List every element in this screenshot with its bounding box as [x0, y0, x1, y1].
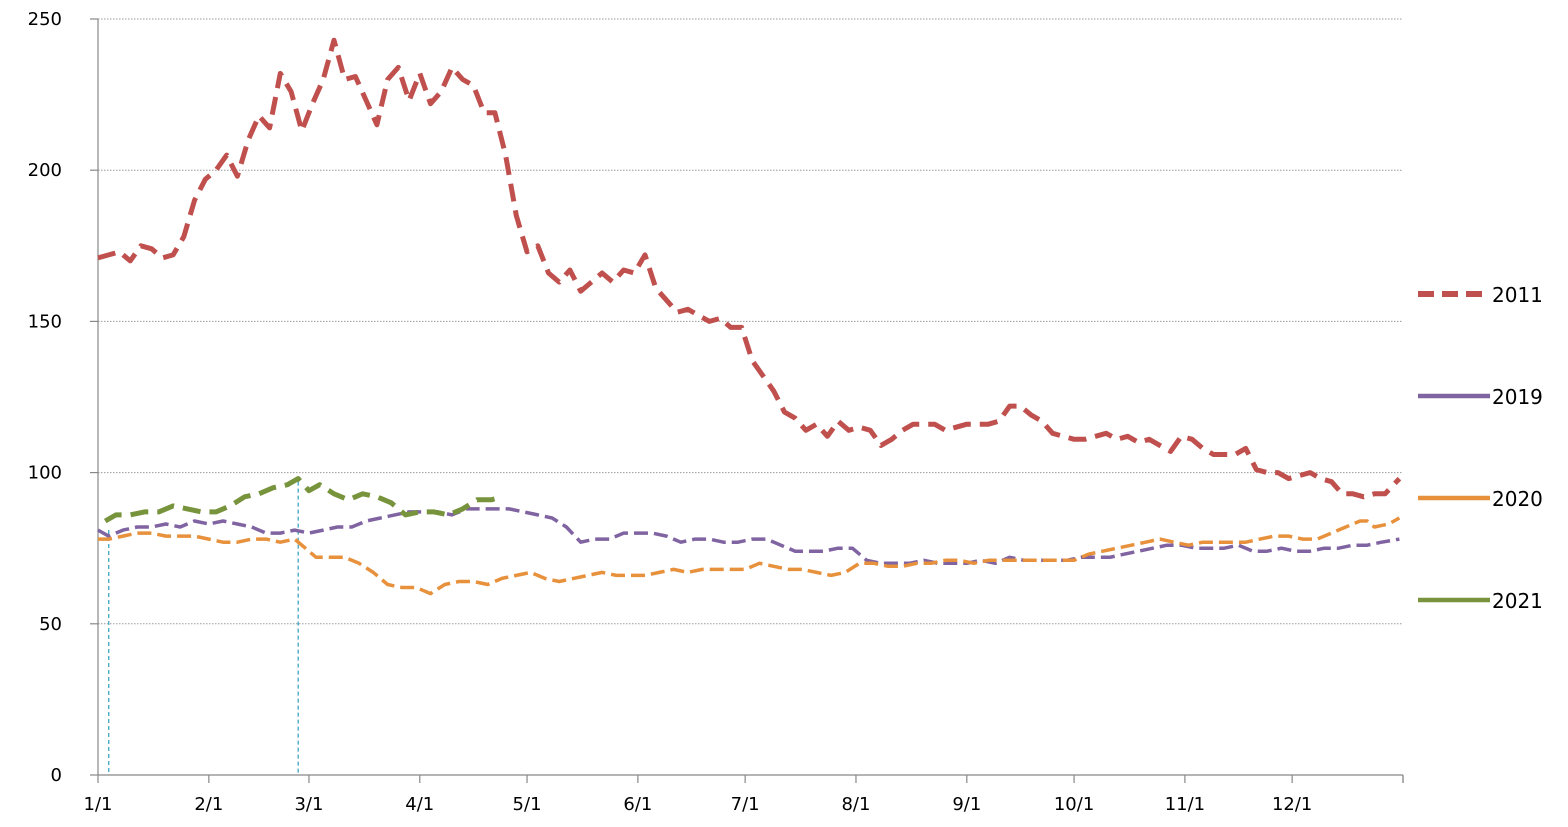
x-axis-ticks: 1/1 2/1 3/1 4/1 5/1 6/1 7/1 8/1 9/1 10/1 11/1 12/1: [84, 775, 1404, 815]
x-tick-label: 11/1: [1165, 794, 1205, 815]
y-axis-ticks: 0 50 100 150 200 250: [28, 9, 98, 786]
reference-lines: [108, 481, 299, 775]
y-tick-label: 250: [28, 9, 62, 30]
x-tick-label: 8/1: [841, 794, 870, 815]
series-layer: [97, 37, 1402, 596]
y-tick-label: 100: [28, 463, 62, 484]
x-tick-label: 2/1: [194, 794, 223, 815]
x-tick-label: 1/1: [84, 794, 113, 815]
series-line-2021: [103, 476, 503, 524]
series-line-2020: [98, 516, 1401, 596]
y-tick-label: 50: [39, 614, 62, 635]
series-line-2019: [97, 507, 1400, 566]
x-tick-label: 5/1: [513, 794, 542, 815]
y-tick-label: 200: [28, 160, 62, 181]
y-tick-label: 0: [51, 765, 62, 786]
series-line-2011: [97, 37, 1402, 500]
x-tick-label: 10/1: [1054, 794, 1094, 815]
legend-label-2011: 2011: [1492, 283, 1543, 307]
legend: 2011 2019 2020 2021: [1418, 283, 1543, 613]
legend-label-2020: 2020: [1492, 487, 1543, 511]
x-tick-label: 6/1: [623, 794, 652, 815]
x-tick-label: 4/1: [405, 794, 434, 815]
gridlines: [98, 18, 1403, 625]
axes: [97, 19, 1404, 783]
x-tick-label: 3/1: [294, 794, 323, 815]
x-tick-label: 7/1: [731, 794, 760, 815]
y-tick-label: 150: [28, 311, 62, 332]
x-tick-label: 12/1: [1272, 794, 1312, 815]
x-tick-label: 9/1: [952, 794, 981, 815]
legend-label-2019: 2019: [1492, 385, 1543, 409]
legend-label-2021: 2021: [1492, 589, 1543, 613]
